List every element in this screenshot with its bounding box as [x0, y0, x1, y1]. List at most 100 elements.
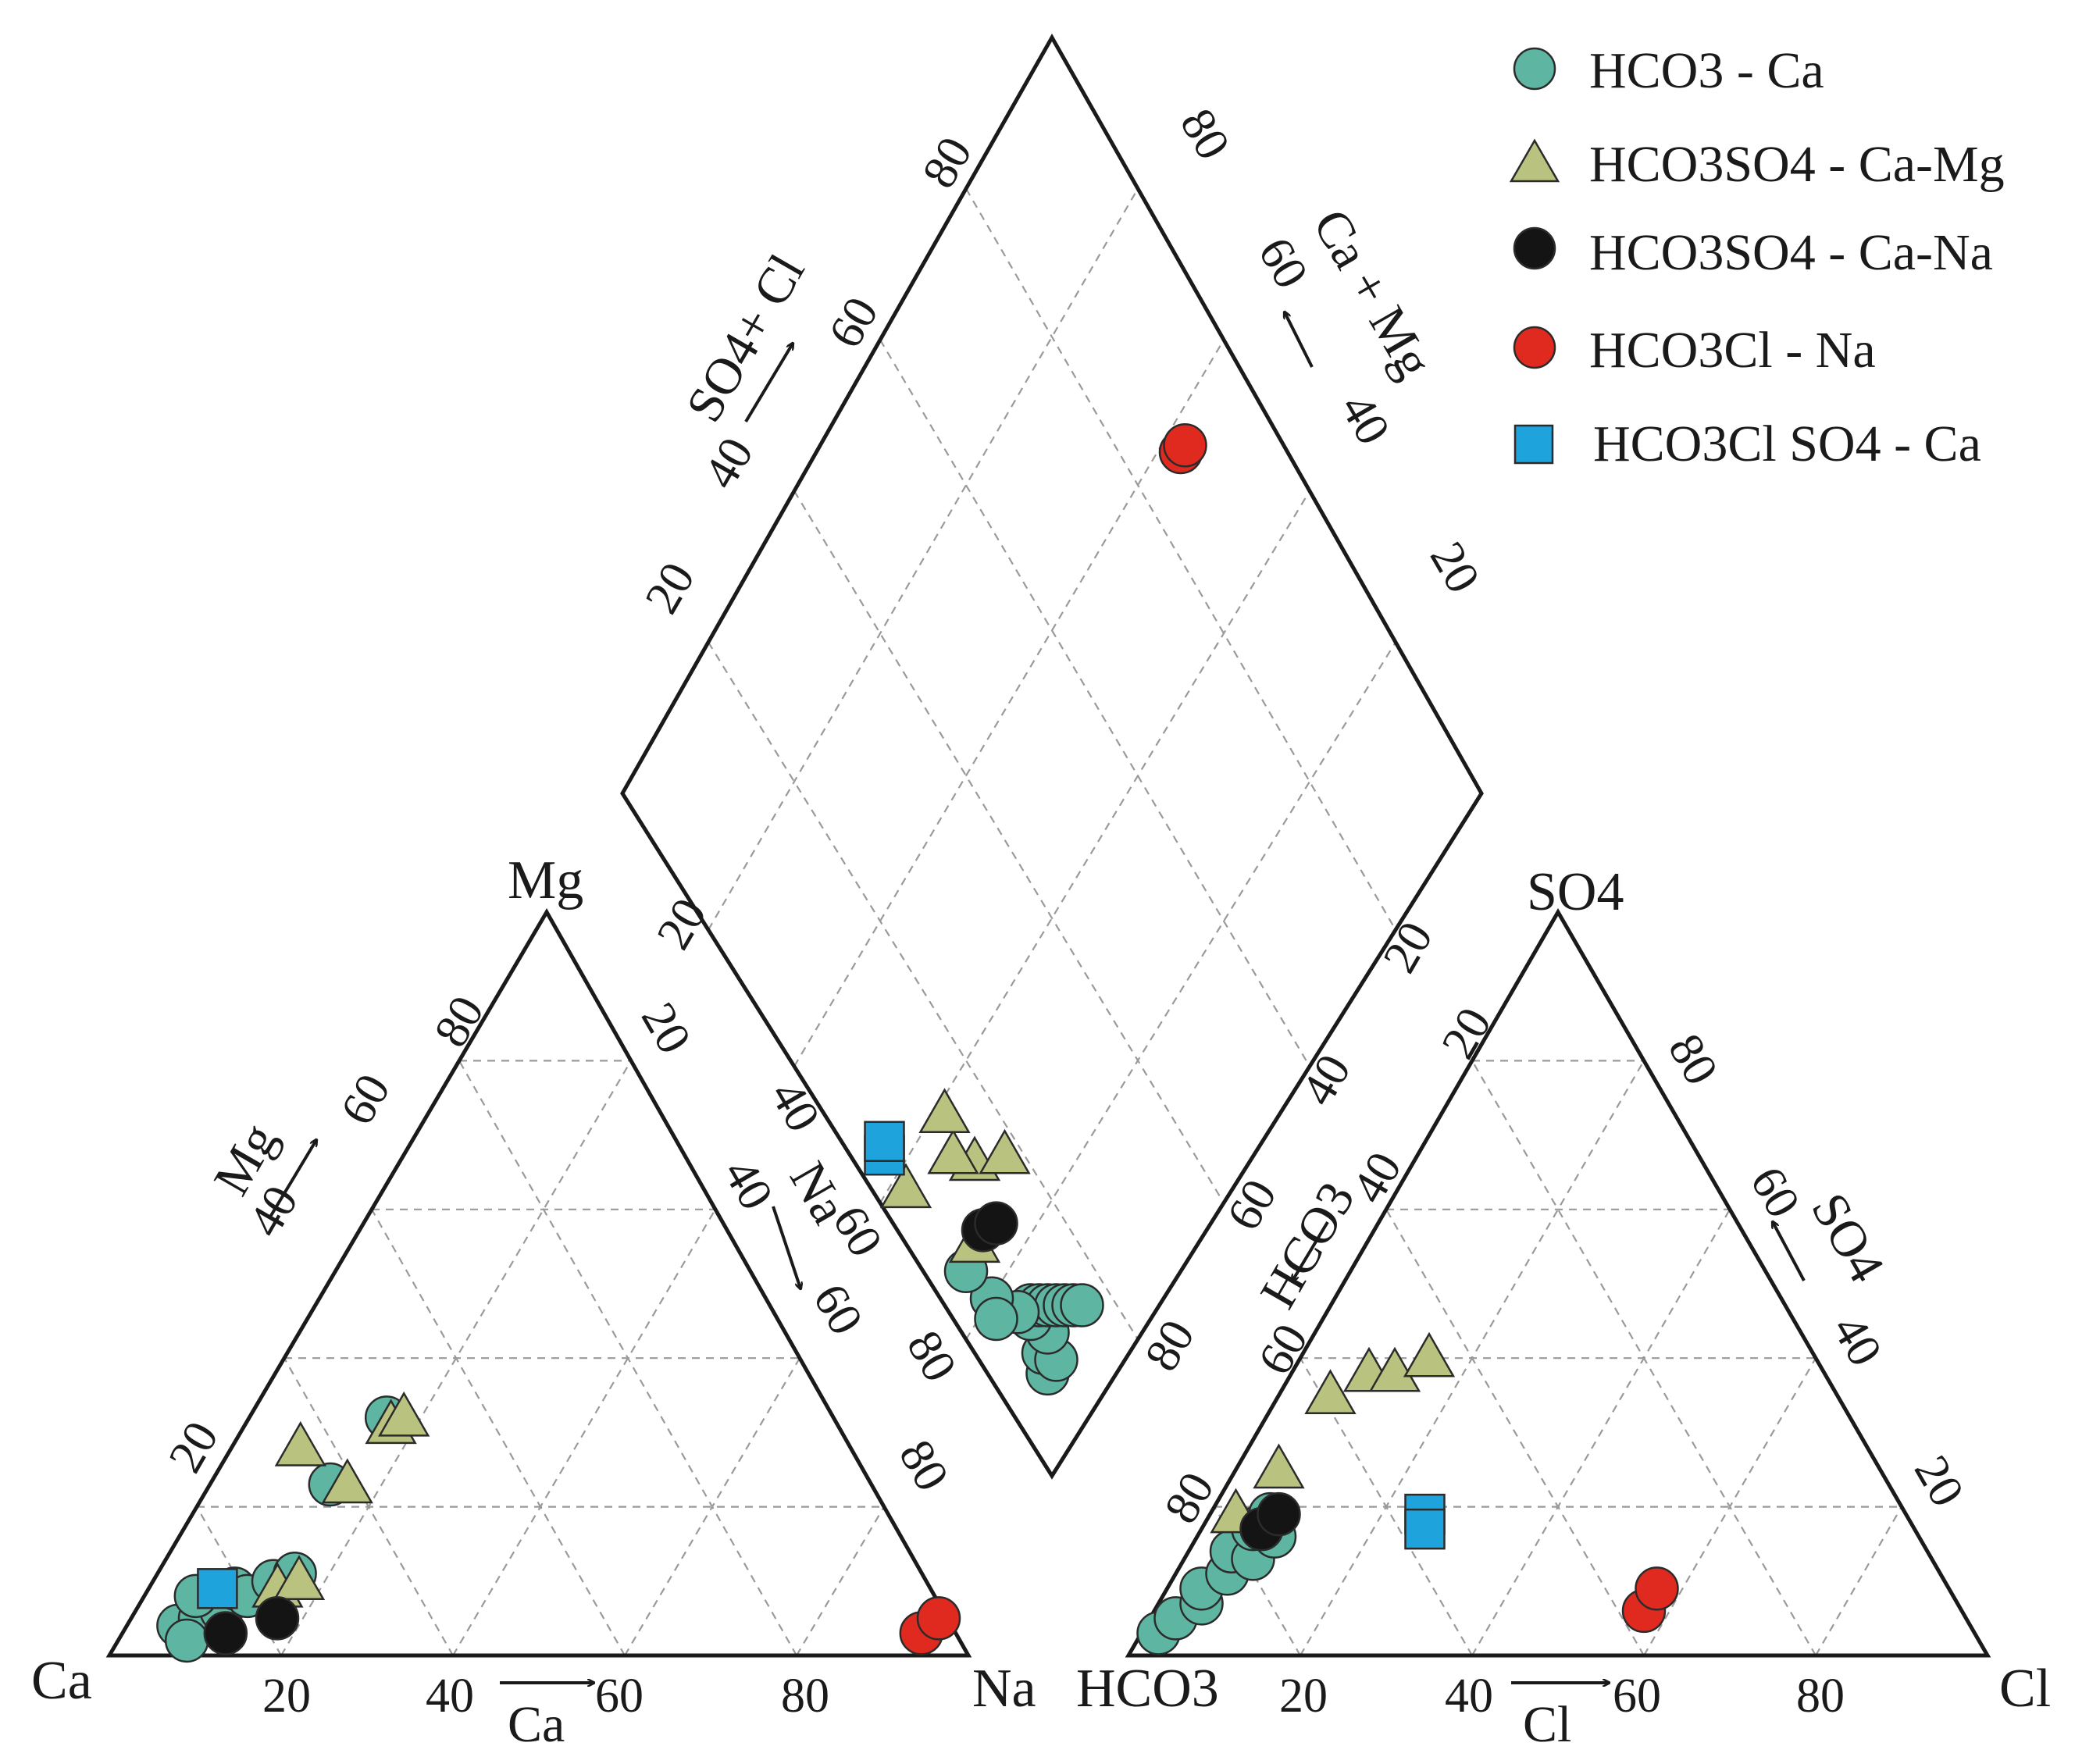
- legend-label-hco3-ca: HCO3 - Ca: [1589, 42, 1824, 99]
- anion-point-12: [1304, 1369, 1357, 1415]
- diamond-point-15: [974, 1296, 1018, 1342]
- diamond-grid-b-0: [965, 641, 1396, 1340]
- cation-point-17: [203, 1611, 248, 1655]
- anion-left-tick-20: 20: [1431, 999, 1502, 1067]
- cation-grid-a-3: [458, 1060, 797, 1656]
- diamond-grid-a-3: [965, 188, 1396, 931]
- legend-marker-hco3clso4-ca: [1513, 424, 1554, 465]
- diamond-grid-b-3: [708, 188, 1139, 931]
- cation-left-tick-60: 60: [330, 1065, 401, 1134]
- anion-left-tick-60: 60: [1248, 1315, 1318, 1384]
- cation-point-12: [273, 1555, 326, 1601]
- cation-left-tick-80: 80: [424, 987, 494, 1056]
- anion-bottom-tick-60: 60: [1613, 1670, 1661, 1723]
- anion-right-tick-60: 60: [1740, 1158, 1810, 1227]
- cation-grid-b-3: [796, 1506, 885, 1656]
- cation-vertex-mg: Mg: [508, 850, 583, 911]
- diamond-point-11: [1060, 1283, 1104, 1327]
- cation-right-axis-arrow: [772, 1206, 800, 1288]
- diamond-upper-left-tick-80: 80: [912, 128, 982, 197]
- diamond-grid-a-0: [708, 641, 1139, 1340]
- cation-right-tick-80: 80: [889, 1431, 959, 1500]
- diamond-upper-right-tick-60: 60: [1248, 229, 1318, 298]
- cation-bottom-tick-40: 40: [426, 1670, 474, 1723]
- legend-marker-hco3cl-na: [1513, 326, 1556, 369]
- cation-point-8: [164, 1618, 209, 1663]
- cation-point-19: [197, 1568, 238, 1609]
- diamond-point-23: [974, 1201, 1018, 1245]
- data-points: [156, 423, 1679, 1663]
- diamond-point-19: [927, 1128, 979, 1174]
- anion-point-15: [1403, 1331, 1456, 1377]
- cation-point-14: [321, 1458, 373, 1504]
- diagram-frames: [105, 33, 1991, 1658]
- diamond-upper-right-tick-80: 80: [1170, 100, 1240, 169]
- cation-grid-a-2: [371, 1209, 626, 1656]
- legend-label-hco3clso4-ca: HCO3Cl SO4 - Ca: [1593, 415, 1981, 472]
- legend-label-hco3cl-na: HCO3Cl - Na: [1589, 322, 1876, 379]
- anion-bottom-axis-title: Cl: [1523, 1696, 1571, 1753]
- anion-right-tick-20: 20: [1904, 1447, 1974, 1516]
- anion-point-17: [1257, 1491, 1301, 1537]
- grid-lines: [196, 188, 1902, 1656]
- cation-vertex-na: Na: [972, 1659, 1036, 1719]
- legend-label-hco3so4-camg: HCO3SO4 - Ca-Mg: [1589, 136, 2005, 193]
- anion-point-19: [1404, 1508, 1446, 1550]
- diamond-grid-a-1: [793, 490, 1225, 1203]
- diamond-upper-left-axis-title: SO4+ Cl: [676, 245, 816, 432]
- cation-point-21: [916, 1596, 961, 1641]
- cation-vertex-ca: Ca: [31, 1651, 92, 1711]
- legend-label-hco3so4-cana: HCO3SO4 - Ca-Na: [1589, 224, 1993, 281]
- anion-right-axis-title: SO4: [1800, 1184, 1895, 1292]
- anion-bottom-tick-20: 20: [1279, 1670, 1328, 1723]
- cation-right-tick-20: 20: [631, 994, 701, 1063]
- cation-bottom-tick-60: 60: [595, 1670, 644, 1723]
- diamond-upper-right-tick-20: 20: [1420, 533, 1490, 602]
- anion-vertex-so4: SO4: [1527, 862, 1624, 922]
- legend-marker-hco3so4-cana: [1513, 226, 1556, 270]
- diamond-upper-right-tick-40: 40: [1330, 385, 1400, 454]
- diamond-upper-left-tick-20: 20: [635, 554, 705, 622]
- anion-right-axis-arrow: [1773, 1222, 1806, 1281]
- diamond-point-20: [979, 1128, 1031, 1174]
- diamond-lower-right-tick-40: 40: [1291, 1046, 1361, 1114]
- diamond-lower-right-tick-60: 60: [1217, 1171, 1287, 1239]
- cation-triangle-frame: [105, 908, 972, 1658]
- diamond-upper-left-axis-arrow: [744, 344, 793, 423]
- diamond-frame: [620, 33, 1484, 1480]
- anion-grid-a-3: [1471, 1060, 1817, 1656]
- anion-point-14: [1368, 1346, 1421, 1392]
- anion-left-tick-80: 80: [1154, 1463, 1225, 1532]
- cation-point-16: [378, 1391, 430, 1437]
- cation-left-axis-arrow: [268, 1140, 316, 1220]
- diamond-upper-right-axis-arrow: [1285, 312, 1314, 368]
- cation-point-13: [274, 1420, 326, 1466]
- anion-bottom-tick-80: 80: [1796, 1670, 1845, 1723]
- anion-triangle-frame: [1125, 908, 1991, 1658]
- cation-bottom-tick-80: 80: [781, 1670, 829, 1723]
- anion-vertex-cl: Cl: [1999, 1659, 2051, 1719]
- anion-grid-b-1: [1471, 1209, 1731, 1656]
- legend-marker-hco3so4-camg: [1509, 138, 1560, 183]
- diamond-lower-right-tick-80: 80: [1135, 1311, 1205, 1380]
- cation-right-tick-60: 60: [803, 1275, 873, 1344]
- cation-grid-b-1: [452, 1209, 716, 1656]
- diamond-upper-right-axis-title: Ca + Mg: [1302, 200, 1443, 387]
- anion-vertex-hco3: HCO3: [1076, 1659, 1219, 1719]
- anion-point-21: [1635, 1566, 1679, 1611]
- diamond-point-25: [864, 1121, 905, 1162]
- diamond-grid-a-2: [879, 339, 1310, 1067]
- diamond-point-27: [1163, 423, 1207, 468]
- anion-grid-b-3: [1815, 1506, 1902, 1656]
- anion-bottom-tick-40: 40: [1445, 1670, 1493, 1723]
- anion-right-tick-40: 40: [1822, 1306, 1892, 1375]
- cation-grid-a-1: [283, 1357, 454, 1656]
- diamond-point-17: [879, 1163, 932, 1209]
- diamond-lower-right-tick-20: 20: [1373, 913, 1443, 982]
- legend: HCO3 - Ca HCO3SO4 - Ca-Mg HCO3SO4 - Ca-N…: [1509, 42, 2005, 472]
- legend-marker-hco3-ca: [1513, 47, 1556, 91]
- cation-point-18: [255, 1596, 300, 1641]
- diamond-grid-b-2: [793, 339, 1225, 1067]
- anion-grid-a-2: [1385, 1209, 1645, 1656]
